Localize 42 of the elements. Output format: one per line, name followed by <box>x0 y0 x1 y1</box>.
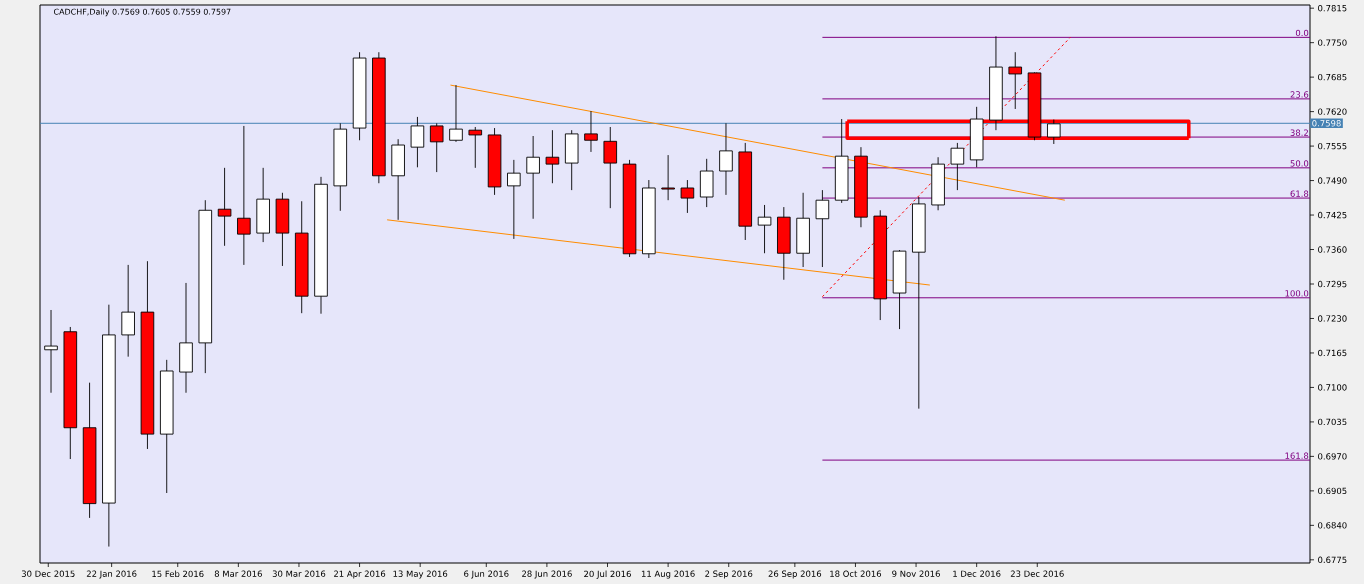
x-tick-label: 9 Nov 2016 <box>892 570 940 577</box>
x-tick-label: 28 Jun 2016 <box>522 570 572 579</box>
x-tick-label: 15 Feb 2016 <box>152 570 204 578</box>
series-label: 61.8 <box>1290 190 1309 197</box>
ref-line-label: 0.7598 <box>1312 120 1341 127</box>
x-tick-label: 20 Jul 2016 <box>584 570 631 579</box>
y-tick-label: 0.7685 <box>1318 73 1347 81</box>
y-tick-label: 0.6905 <box>1318 487 1347 495</box>
x-tick-label: 11 Aug 2016 <box>641 570 695 579</box>
y-tick-label: 0.7555 <box>1318 142 1347 150</box>
series-label: 23.6 <box>1290 91 1309 98</box>
x-tick-label: 23 Dec 2016 <box>1010 570 1064 577</box>
y-tick-label: 0.7230 <box>1318 315 1347 322</box>
y-tick-label: 0.7620 <box>1318 108 1347 115</box>
y-tick-label: 0.7100 <box>1318 384 1347 391</box>
series-label: 161.8 <box>1285 452 1309 459</box>
x-tick-label: 26 Sep 2016 <box>768 570 822 579</box>
y-tick-label: 0.7425 <box>1318 211 1347 219</box>
series-label: 50.0 <box>1290 160 1309 167</box>
x-tick-label: 2 Sep 2016 <box>705 570 753 579</box>
x-tick-label: 21 Apr 2016 <box>334 570 386 579</box>
y-tick-label: 0.7815 <box>1318 4 1347 12</box>
x-tick-label: 1 Dec 2016 <box>953 570 1001 577</box>
y-tick-label: 0.7165 <box>1318 349 1347 357</box>
y-tick-label: 0.7750 <box>1318 39 1347 46</box>
y-tick-label: 0.7360 <box>1318 246 1347 253</box>
x-tick-label: 30 Mar 2016 <box>272 570 326 577</box>
y-tick-label: 0.6775 <box>1318 556 1347 564</box>
y-tick-label: 0.6970 <box>1318 453 1347 460</box>
y-tick-label: 0.7490 <box>1318 177 1347 184</box>
x-tick-label: 30 Dec 2015 <box>21 570 75 577</box>
series-label: 0.0 <box>1295 29 1309 37</box>
x-tick-label: 6 Jun 2016 <box>464 570 509 579</box>
y-tick-label: 0.7035 <box>1318 418 1347 426</box>
y-tick-label: 0.7295 <box>1318 280 1347 288</box>
x-tick-label: 8 Mar 2016 <box>214 570 262 577</box>
y-tick-label: 0.6840 <box>1318 522 1347 529</box>
x-tick-label: 13 May 2016 <box>393 570 448 579</box>
x-tick-label: 22 Jan 2016 <box>86 570 137 579</box>
series-label: 100.0 <box>1285 290 1309 297</box>
x-tick-label: 18 Oct 2016 <box>830 570 882 577</box>
series-label: 38.2 <box>1290 129 1308 136</box>
